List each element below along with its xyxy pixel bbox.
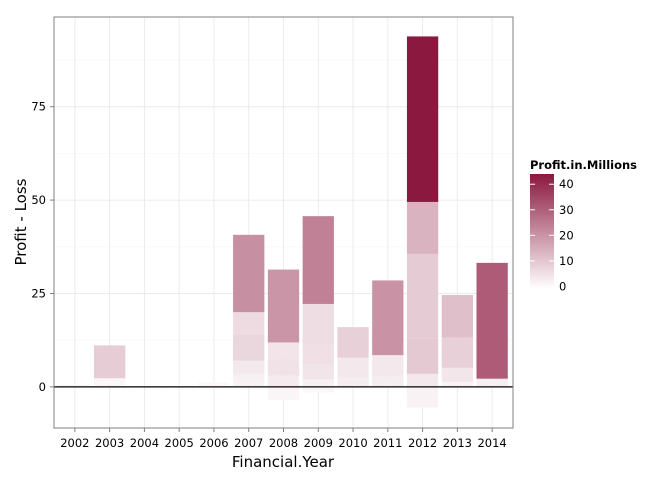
bar-segment-2012 — [406, 373, 439, 387]
x-tick-label: 2014 — [477, 436, 506, 450]
bar-segment-2007 — [233, 373, 265, 382]
bar-segment-2007 — [233, 312, 265, 335]
x-tick-label: 2002 — [60, 436, 89, 450]
legend: Profit.in.Millions 0 10 20 30 40 — [530, 158, 637, 293]
y-axis: 0 25 50 75 — [31, 100, 54, 394]
y-tick-label: 25 — [31, 286, 46, 300]
bar-segment-2007 — [233, 334, 265, 361]
bar-segment-2009 — [302, 379, 334, 387]
bar-segment-2013 — [441, 367, 474, 383]
x-axis: 2002 2003 2004 2005 2006 2007 2008 2009 2010 2011… — [60, 428, 507, 450]
bar-segment-2002 — [59, 384, 91, 387]
bar-segment-2008 — [267, 386, 300, 400]
x-tick-label: 2005 — [165, 436, 194, 450]
bar-segment-2012 — [406, 201, 439, 254]
bar-segment-2008 — [267, 269, 300, 343]
bar-segment-2009 — [302, 364, 334, 380]
bar-segment-2013 — [441, 294, 474, 338]
x-tick-label: 2013 — [443, 436, 472, 450]
bar-segment-2012 — [406, 253, 439, 339]
x-tick-label: 2012 — [408, 436, 437, 450]
bar-segment-2004 — [128, 385, 161, 387]
x-tick-label: 2006 — [199, 436, 228, 450]
x-tick-label: 2004 — [130, 436, 159, 450]
x-tick-label: 2007 — [234, 436, 263, 450]
y-axis-title: Profit - Loss — [12, 178, 30, 265]
y-tick-label: 0 — [39, 380, 46, 394]
bar-segment-2010 — [337, 357, 369, 378]
bar-segment-2008 — [267, 358, 300, 376]
bar-segment-2013 — [441, 337, 474, 368]
bar-series — [59, 36, 508, 408]
bar-segment-2003 — [93, 345, 126, 379]
bar-segment-2005 — [163, 385, 195, 387]
x-tick-label: 2003 — [95, 436, 124, 450]
bar-segment-2006 — [198, 382, 230, 385]
bar-segment-2011 — [372, 280, 404, 356]
bar-segment-2014 — [476, 262, 508, 379]
bar-segment-2010 — [337, 327, 369, 358]
y-tick-label: 75 — [31, 100, 46, 114]
legend-tick-label: 40 — [559, 177, 574, 191]
bar-segment-2006 — [198, 384, 230, 387]
legend-tick-label: 30 — [559, 203, 574, 217]
x-tick-label: 2011 — [373, 436, 402, 450]
x-tick-label: 2009 — [304, 436, 333, 450]
bar-segment-2008 — [267, 375, 300, 387]
x-axis-title: Financial.Year — [232, 453, 335, 471]
bar-segment-2007 — [233, 234, 265, 313]
legend-ticks: 0 10 20 30 40 — [530, 177, 574, 293]
bar-segment-2010 — [337, 377, 369, 387]
bar-segment-2007 — [233, 381, 265, 387]
bar-segment-2009 — [302, 345, 334, 365]
legend-tick-label: 10 — [559, 254, 574, 268]
legend-colorbar — [530, 174, 554, 289]
bar-segment-2011 — [372, 376, 404, 387]
bar-segment-2013 — [441, 382, 474, 387]
legend-title: Profit.in.Millions — [530, 158, 637, 172]
legend-tick-label: 0 — [559, 279, 566, 293]
bar-segment-2014 — [476, 378, 508, 387]
x-tick-label: 2008 — [269, 436, 298, 450]
bar-segment-2009 — [302, 386, 334, 393]
bar-segment-2012 — [406, 338, 439, 374]
y-tick-label: 50 — [31, 193, 46, 207]
bar-segment-2011 — [372, 355, 404, 377]
bar-segment-2008 — [267, 342, 300, 359]
bar-segment-2009 — [302, 216, 334, 304]
bar-segment-2012 — [406, 386, 439, 408]
legend-tick-label: 20 — [559, 228, 574, 242]
bar-segment-2009 — [302, 303, 334, 346]
x-tick-label: 2010 — [338, 436, 367, 450]
bar-segment-2012 — [406, 36, 439, 202]
bar-segment-2007 — [233, 360, 265, 374]
bar-segment-2003 — [93, 378, 126, 387]
